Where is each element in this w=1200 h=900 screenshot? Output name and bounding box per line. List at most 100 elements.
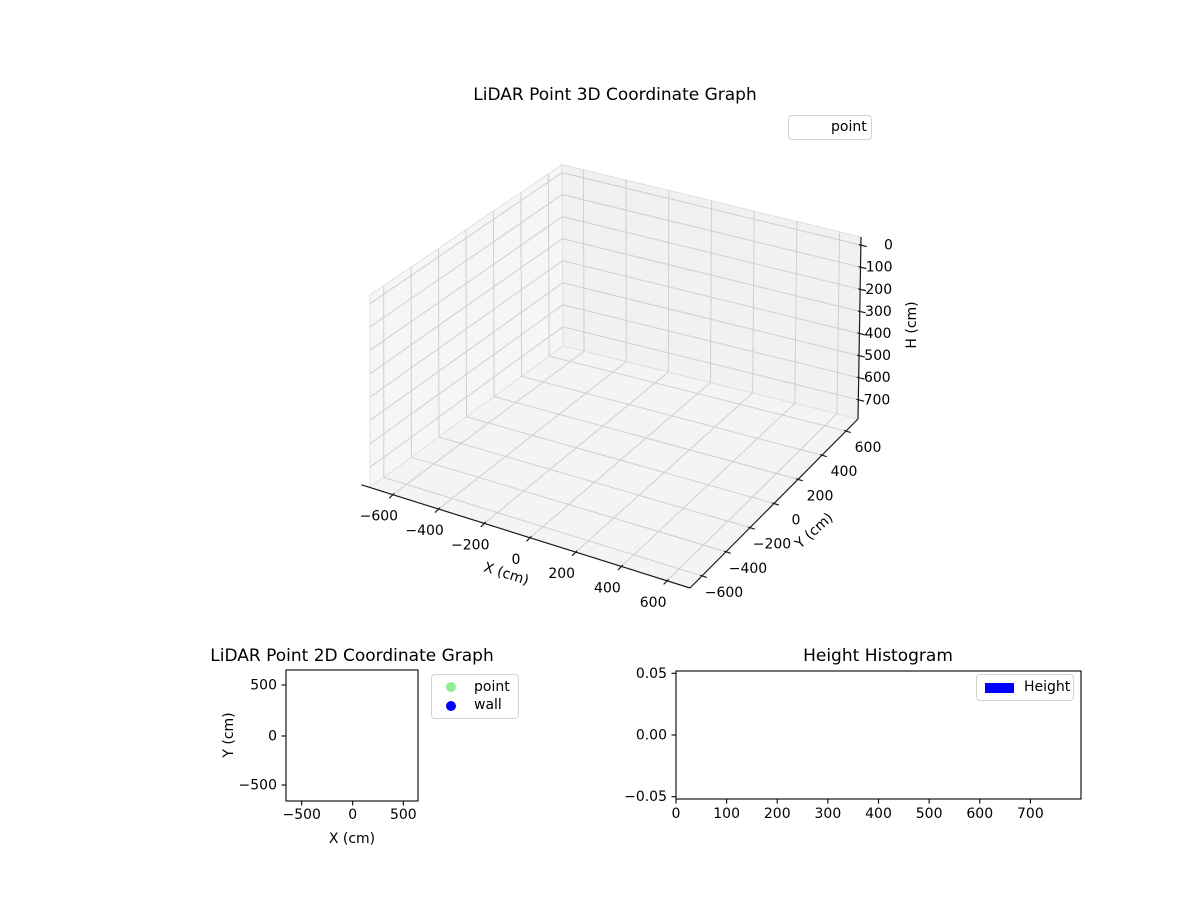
tick-label-x-3d: −400 (405, 523, 443, 539)
tick-z-3d (858, 244, 867, 248)
point-marker-icon (438, 682, 464, 693)
tick-label-x-hist: 0 (672, 806, 681, 822)
legend-item-height: Height (985, 679, 1070, 696)
grid-line-y-wall-3d (465, 229, 467, 417)
legend-label: Height (1024, 679, 1071, 695)
hist-title: Height Histogram (803, 646, 953, 666)
tick-label-y-2d: 500 (250, 677, 277, 693)
tick-y-3d (723, 550, 731, 554)
tick-label-y-hist: 0.05 (636, 666, 667, 682)
grid-line-x-wall-3d (710, 200, 712, 383)
grid-line-z-3d (369, 260, 860, 398)
tick-y-3d (699, 574, 707, 578)
legend-label: wall (474, 697, 502, 714)
tick-label-y-2d: 0 (268, 728, 277, 744)
tick-y-3d (819, 454, 827, 458)
tick-label-x-2d: 0 (348, 807, 357, 823)
tick-z-3d (856, 376, 865, 380)
tick-y-3d (747, 526, 755, 530)
grid-line-x-floor-3d (621, 402, 796, 567)
tick-label-x-hist: 600 (966, 806, 993, 822)
tick-label-y-3d: 600 (855, 440, 882, 456)
tick-label-z-3d: 100 (866, 260, 893, 276)
tick-label-x-hist: 500 (916, 806, 943, 822)
tick-label-y-3d: −600 (705, 585, 743, 601)
legend-item-point: point (438, 679, 512, 696)
grid-line-x-wall-3d (582, 169, 585, 352)
tick-label-x-hist: 200 (764, 806, 791, 822)
grid-line-z-3d (369, 194, 861, 328)
tick-x-3d (388, 492, 395, 499)
tick-label-x-3d: −600 (360, 509, 398, 525)
tick-x-3d (434, 507, 441, 514)
tick-z-3d (857, 332, 866, 336)
tick-label-x-hist: 100 (713, 806, 740, 822)
plot2d-xlabel: X (cm) (329, 831, 375, 847)
tick-label-x-3d: −200 (451, 537, 489, 553)
height-swatch-icon (985, 682, 1014, 693)
tick-y-3d (795, 478, 803, 482)
tick-label-x-3d: 400 (594, 580, 621, 596)
grid-line-x-wall-3d (752, 211, 755, 393)
plot3d-zlabel: H (cm) (904, 301, 920, 348)
grid-line-z-3d (369, 216, 861, 351)
generated-plot-graphics: −600−400−2000200400600−600−400−200020040… (239, 163, 1082, 823)
tick-x-3d (526, 535, 532, 542)
tick-x-3d (617, 564, 624, 571)
tick-label-x-3d: 600 (640, 595, 667, 611)
plot3d-title: LiDAR Point 3D Coordinate Graph (473, 85, 757, 105)
axis-line-x-3d (361, 484, 691, 589)
tick-label-y-3d: 0 (792, 513, 801, 529)
tick-label-x-3d: 0 (512, 552, 521, 568)
grid-line-x-wall-3d (794, 221, 798, 404)
tick-z-3d (858, 288, 867, 292)
wall-marker-icon (438, 700, 464, 711)
grid-line-x-floor-3d (666, 413, 838, 582)
tick-x-3d (571, 550, 578, 557)
hist-legend: Height (976, 674, 1074, 701)
grid-line-x-floor-3d (575, 392, 753, 553)
tick-label-y-3d: −200 (753, 537, 791, 553)
plot2d-title: LiDAR Point 2D Coordinate Graph (210, 646, 494, 666)
tick-label-x-2d: −500 (282, 807, 320, 823)
grid-line-y-wall-3d (547, 173, 550, 357)
tick-label-y-2d: −500 (239, 778, 277, 794)
tick-x-3d (663, 578, 669, 585)
tick-label-x-hist: 300 (815, 806, 842, 822)
tick-z-3d (857, 310, 866, 314)
tick-x-3d (480, 521, 487, 528)
tick-label-z-3d: 700 (864, 392, 891, 408)
grid-line-x-wall-3d (836, 231, 841, 414)
legend-item-point-3d: point (795, 119, 867, 136)
legend-item-wall: wall (438, 697, 512, 714)
tick-label-z-3d: 0 (884, 238, 893, 254)
tick-label-y-hist: 0.00 (636, 728, 667, 744)
grid-line-x-floor-3d (529, 382, 711, 539)
tick-y-3d (771, 502, 779, 506)
grid-line-z-3d (369, 304, 859, 445)
tick-label-x-3d: 200 (548, 566, 575, 582)
tick-z-3d (856, 398, 865, 402)
legend-label: point (474, 678, 510, 695)
tick-label-z-3d: 400 (865, 326, 892, 342)
tick-label-x-hist: 400 (865, 806, 892, 822)
legend-label: point (831, 119, 867, 135)
grid-line-x-floor-3d (438, 361, 627, 510)
tick-label-x-hist: 700 (1017, 806, 1044, 822)
plot2d-legend: point wall (431, 674, 519, 719)
tick-label-z-3d: 500 (864, 348, 891, 364)
grid-line-z-3d (369, 282, 860, 421)
grid-line-x-floor-3d (392, 350, 585, 496)
tick-label-y-hist: −0.05 (624, 789, 667, 805)
plot3d-xlabel: X (cm) (482, 560, 531, 589)
tick-label-y-3d: 200 (807, 488, 834, 504)
grid-line-y-wall-3d (520, 192, 523, 377)
tick-label-z-3d: 200 (865, 282, 892, 298)
tick-label-y-3d: −400 (729, 561, 767, 577)
grid-line-z-3d (369, 238, 860, 375)
grid-line-y-wall-3d (492, 211, 495, 397)
tick-label-x-2d: 500 (390, 807, 417, 823)
tick-label-z-3d: 300 (865, 304, 892, 320)
